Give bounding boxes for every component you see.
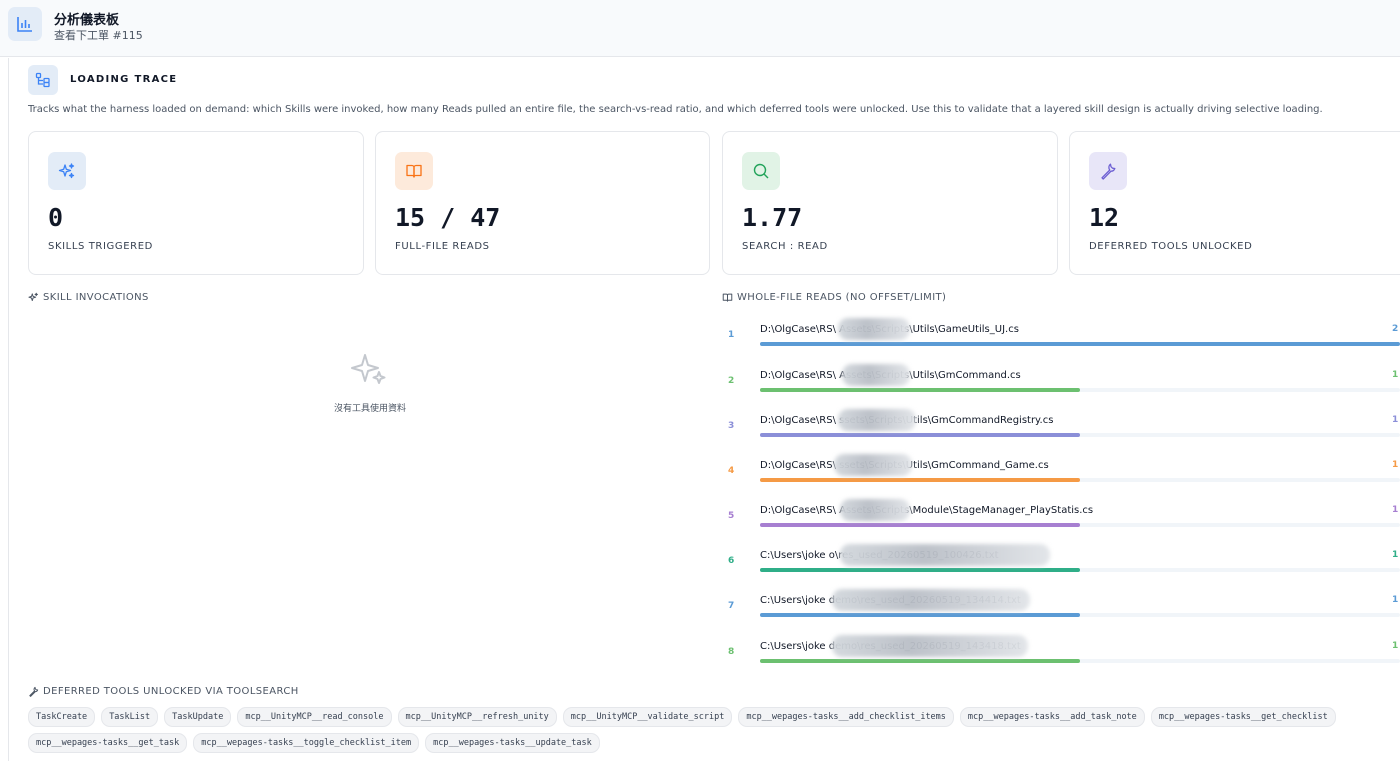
read-rank: 6 [728,556,735,566]
list-item: 2 D:\OlgCase\RS\ Assets\Scripts\Utils\GmC… [722,364,1400,404]
read-file-path: D:\OlgCase\RS\ Assets\Scripts\Module\Sta… [760,505,1094,516]
redaction-blur [842,364,910,386]
read-bar-track [760,659,1400,663]
sparkles-icon [351,354,386,384]
stat-card-full-file-reads: 15 / 47 FULL-FILE READS [375,131,710,275]
tool-chip: mcp__UnityMCP__validate_script [562,707,733,727]
whole-file-reads-header: WHOLE-FILE READS (NO OFFSET/LIMIT) [722,292,946,303]
read-count: 1 [1392,641,1399,651]
read-rank: 2 [728,376,735,386]
redaction-blur [840,499,910,521]
list-item: 5 D:\OlgCase\RS\ Assets\Scripts\Module\St… [722,499,1400,539]
tool-chip: mcp__UnityMCP__refresh_unity [397,707,557,727]
read-bar-fill [760,478,1080,482]
stat-card-deferred-tools: 12 DEFERRED TOOLS UNLOCKED [1069,131,1400,275]
tool-chip: mcp__wepages-tasks__toggle_checklist_ite… [193,733,420,753]
list-item: 3 D:\OlgCase\RS\ ssets\Scripts\Utils\GmCo… [722,409,1400,449]
deferred-tools-header: DEFERRED TOOLS UNLOCKED VIA TOOLSEARCH [28,686,299,697]
tool-chip: mcp__wepages-tasks__get_checklist [1150,707,1336,727]
stat-label: SEARCH : READ [742,241,828,252]
read-bar-track [760,478,1400,482]
book-open-icon [395,152,433,190]
tool-chip: TaskCreate [28,707,96,727]
read-count: 2 [1392,324,1399,334]
search-icon [742,152,780,190]
skill-invocations-title: SKILL INVOCATIONS [43,292,149,303]
whole-file-reads-title: WHOLE-FILE READS (NO OFFSET/LIMIT) [737,292,947,303]
read-bar-track [760,568,1400,572]
read-bar-track [760,613,1400,617]
read-count: 1 [1392,505,1399,515]
stat-value: 0 [48,203,64,232]
read-bar-fill [760,659,1080,663]
loading-trace-description: Tracks what the harness loaded on demand… [28,104,1323,115]
redaction-blur [832,589,1030,611]
empty-state-text: 沒有工具使用資料 [333,404,406,414]
read-bar-track [760,388,1400,392]
read-count: 1 [1392,460,1399,470]
deferred-tools-chips: TaskCreate TaskList TaskUpdate mcp__UnityMC… [28,707,1388,753]
tool-chip: mcp__wepages-tasks__update_task [425,733,600,753]
list-item: 7C:\Users\joke demo\res_used_20260519_13… [722,589,1400,629]
read-bar-fill [760,433,1080,437]
app-header: 分析儀表板 查看下工單 #115 [0,0,1400,57]
wrench-icon [1089,152,1127,190]
tool-chip: mcp__UnityMCP__read_console [237,707,392,727]
stat-value: 15 / 47 [395,203,501,232]
redaction-blur [838,318,910,340]
tool-chip: mcp__wepages-tasks__get_task [28,733,188,753]
read-bar-track [760,433,1400,437]
deferred-tools-title: DEFERRED TOOLS UNLOCKED VIA TOOLSEARCH [43,686,299,697]
stat-label: FULL-FILE READS [395,241,490,252]
read-rank: 8 [728,647,735,657]
tool-chip: mcp__wepages-tasks__add_task_note [959,707,1145,727]
read-bar-track [760,523,1400,527]
skill-invocations-header: SKILL INVOCATIONS [28,292,149,303]
list-item: 4 D:\OlgCase\RS\ ssets\Scripts\Utils\GmCo… [722,454,1400,494]
wrench-icon [29,686,39,697]
read-count: 1 [1392,370,1399,380]
tree-structure-icon [28,65,58,95]
read-count: 1 [1392,595,1399,605]
read-bar-fill [760,388,1080,392]
stat-card-search-read: 1.77 SEARCH : READ [722,131,1058,275]
read-bar-fill [760,613,1080,617]
stat-label: SKILLS TRIGGERED [48,241,153,252]
sparkles-icon [28,292,38,302]
redaction-blur [840,544,1050,566]
stat-card-skills-triggered: 0 SKILLS TRIGGERED [28,131,364,275]
book-open-icon [722,293,733,302]
read-count: 1 [1392,550,1399,560]
read-rank: 3 [728,421,735,431]
tool-chip: TaskUpdate [164,707,232,727]
list-item: 1 D:\OlgCase\RS\ Assets\Scripts\Utils\Gam… [722,318,1400,358]
list-item: 6C:\Users\joke o\res_used_20260519_10042… [722,544,1400,584]
stat-value: 1.77 [742,203,803,232]
stat-value: 12 [1089,203,1120,232]
read-rank: 5 [728,511,735,521]
redaction-blur [838,409,916,431]
bar-chart-icon [8,7,42,41]
read-rank: 7 [728,601,735,611]
tool-chip: TaskList [101,707,159,727]
redaction-blur [832,635,1028,657]
loading-trace-title: LOADING TRACE [70,74,178,85]
read-rank: 1 [728,330,735,340]
page-title: 分析儀表板 [54,13,120,28]
stat-label: DEFERRED TOOLS UNLOCKED [1089,241,1253,252]
list-item: 8C:\Users\joke demo\res_used_20260519_14… [722,635,1400,675]
redaction-blur [834,454,912,476]
sparkles-icon [48,152,86,190]
read-count: 1 [1392,415,1399,425]
page-subtitle: 查看下工單 #115 [54,29,143,42]
read-bar-fill [760,342,1400,346]
tool-chip: mcp__wepages-tasks__add_checklist_items [738,707,954,727]
read-bar-fill [760,523,1080,527]
read-bar-track [760,342,1400,346]
read-bar-fill [760,568,1080,572]
read-rank: 4 [728,466,735,476]
